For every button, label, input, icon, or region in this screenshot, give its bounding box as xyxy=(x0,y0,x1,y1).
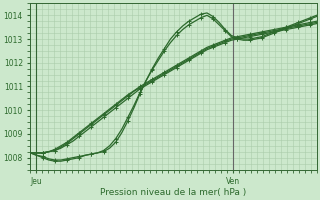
X-axis label: Pression niveau de la mer( hPa ): Pression niveau de la mer( hPa ) xyxy=(100,188,247,197)
